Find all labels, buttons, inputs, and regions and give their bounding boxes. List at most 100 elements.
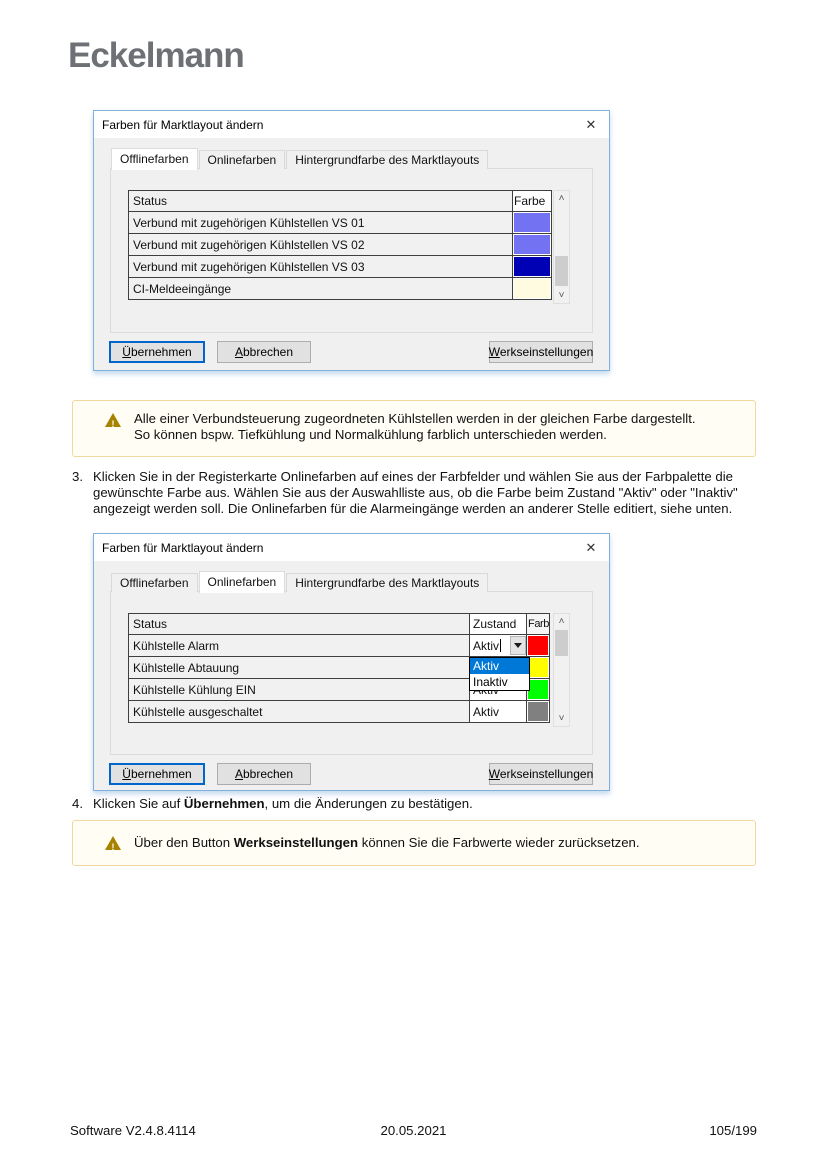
color-swatch[interactable]	[528, 636, 548, 655]
warning-text: Über den Button Werkseinstellungen könne…	[134, 835, 640, 851]
warning-text: Alle einer Verbundsteuerung zugeordneten…	[134, 411, 696, 442]
dialog-title: Farben für Marktlayout ändern	[102, 117, 264, 132]
tab-strip: Offlinefarben Onlinefarben Hintergrundfa…	[111, 571, 489, 593]
step-4: 4. Klicken Sie auf Übernehmen, um die Än…	[72, 796, 764, 812]
color-cell[interactable]	[512, 233, 552, 256]
scroll-up-icon[interactable]: ˄	[558, 615, 565, 627]
warning-note-1: ! Alle einer Verbundsteuerung zugeordnet…	[72, 400, 756, 457]
status-cell[interactable]: Kühlstelle ausgeschaltet	[128, 700, 470, 723]
scroll-up-icon[interactable]: ˄	[558, 192, 565, 204]
color-swatch[interactable]	[528, 658, 548, 677]
status-cell[interactable]: Verbund mit zugehörigen Kühlstellen VS 0…	[128, 255, 513, 278]
step-text: Klicken Sie in der Registerkarte Onlinef…	[93, 469, 738, 516]
eckelmann-logo: Eckelmann	[68, 36, 245, 75]
tab-onlinefarben[interactable]: Onlinefarben	[198, 571, 286, 593]
page-footer: Software V2.4.8.4114 20.05.2021 105/199	[70, 1123, 757, 1138]
column-header-zustand[interactable]: Zustand	[469, 613, 527, 635]
tab-offlinefarben[interactable]: Offlinefarben	[111, 573, 198, 592]
footer-date: 20.05.2021	[380, 1123, 447, 1138]
abbrechen-button[interactable]: Abbrechen	[217, 763, 311, 785]
warning-note-2: ! Über den Button Werkseinstellungen kön…	[72, 820, 756, 866]
online-color-table: Status Zustand Farbe Kühlstelle Alarm Ak…	[128, 613, 570, 727]
status-cell[interactable]: Verbund mit zugehörigen Kühlstellen VS 0…	[128, 233, 513, 256]
footer-page-number: 105/199	[709, 1123, 757, 1138]
offline-color-table: Status Farbe Verbund mit zugehörigen Küh…	[128, 190, 570, 304]
scrollbar[interactable]: ˄ ˅	[553, 190, 570, 304]
dialog-onlinefarben: Farben für Marktlayout ändern ✕ Offlinef…	[93, 533, 610, 791]
scrollbar[interactable]: ˄ ˅	[553, 613, 570, 727]
color-cell[interactable]	[512, 255, 552, 278]
text-caret	[500, 639, 502, 652]
scrollbar-thumb[interactable]	[555, 630, 568, 656]
color-swatch[interactable]	[514, 213, 550, 232]
tab-panel-onlinefarben: Status Zustand Farbe Kühlstelle Alarm Ak…	[110, 591, 593, 755]
tab-strip: Offlinefarben Onlinefarben Hintergrundfa…	[111, 148, 489, 170]
table-row: Verbund mit zugehörigen Kühlstellen VS 0…	[128, 233, 553, 256]
color-swatch[interactable]	[514, 257, 550, 276]
table-row: Verbund mit zugehörigen Kühlstellen VS 0…	[128, 211, 553, 234]
step-number: 3.	[72, 469, 83, 484]
werkseinstellungen-button[interactable]: Werkseinstellungen	[489, 763, 593, 785]
step-text: Klicken Sie auf Übernehmen, um die Änder…	[93, 796, 473, 811]
zustand-dropdown-list: Aktiv Inaktiv	[469, 657, 530, 691]
column-header-status[interactable]: Status	[128, 613, 470, 635]
tab-hintergrundfarbe[interactable]: Hintergrundfarbe des Marktlayouts	[286, 573, 489, 592]
zustand-cell[interactable]: Aktiv	[469, 700, 527, 723]
color-swatch[interactable]	[528, 680, 548, 699]
status-cell[interactable]: CI-Meldeeingänge	[128, 277, 513, 300]
color-swatch[interactable]	[514, 279, 550, 298]
dropdown-option-inaktiv[interactable]: Inaktiv	[473, 675, 508, 689]
column-header-status[interactable]: Status	[128, 190, 513, 212]
abbrechen-button[interactable]: Abbrechen	[217, 341, 311, 363]
status-cell[interactable]: Kühlstelle Abtauung	[128, 656, 470, 679]
table-row: Kühlstelle ausgeschaltet Aktiv	[128, 700, 553, 723]
color-cell[interactable]	[512, 277, 552, 300]
close-icon[interactable]: ✕	[585, 116, 597, 132]
table-header-row: Status Farbe	[128, 190, 553, 212]
scroll-down-icon[interactable]: ˅	[558, 289, 565, 301]
color-swatch[interactable]	[514, 235, 550, 254]
table-row: Verbund mit zugehörigen Kühlstellen VS 0…	[128, 255, 553, 278]
uebernehmen-button[interactable]: Übernehmen	[109, 341, 205, 363]
dropdown-arrow-icon	[514, 643, 522, 648]
table-header-row: Status Zustand Farbe	[128, 613, 553, 635]
step-number: 4.	[72, 796, 83, 811]
dialog-offlinefarben: Farben für Marktlayout ändern ✕ Offlinef…	[93, 110, 610, 371]
scrollbar-track[interactable]	[554, 629, 569, 711]
scrollbar-track[interactable]	[554, 206, 569, 288]
combobox-value: Aktiv	[473, 638, 500, 653]
column-header-farbe[interactable]: Farbe	[512, 190, 552, 212]
status-cell[interactable]: Kühlstelle Alarm	[128, 634, 470, 657]
werkseinstellungen-button[interactable]: Werkseinstellungen	[489, 341, 593, 363]
color-swatch[interactable]	[528, 702, 548, 721]
footer-software-version: Software V2.4.8.4114	[70, 1123, 196, 1138]
color-cell[interactable]	[512, 211, 552, 234]
warning-icon: !	[105, 836, 121, 852]
zustand-combobox[interactable]: Aktiv	[469, 634, 527, 657]
status-cell[interactable]: Verbund mit zugehörigen Kühlstellen VS 0…	[128, 211, 513, 234]
table-rows: Status Farbe Verbund mit zugehörigen Küh…	[128, 190, 553, 300]
close-icon[interactable]: ✕	[585, 539, 597, 555]
uebernehmen-button[interactable]: Übernehmen	[109, 763, 205, 785]
tab-onlinefarben[interactable]: Onlinefarben	[198, 150, 286, 169]
tab-panel-offlinefarben: Status Farbe Verbund mit zugehörigen Küh…	[110, 168, 593, 333]
dialog-titlebar[interactable]: Farben für Marktlayout ändern ✕	[94, 111, 609, 138]
dialog-titlebar[interactable]: Farben für Marktlayout ändern ✕	[94, 534, 609, 561]
color-cell[interactable]	[526, 700, 550, 723]
tab-offlinefarben[interactable]: Offlinefarben	[111, 148, 198, 170]
tab-hintergrundfarbe[interactable]: Hintergrundfarbe des Marktlayouts	[286, 150, 489, 169]
color-cell[interactable]	[526, 656, 550, 679]
color-cell[interactable]	[526, 634, 550, 657]
status-cell[interactable]: Kühlstelle Kühlung EIN	[128, 678, 470, 701]
column-header-farbe[interactable]: Farbe	[526, 613, 550, 635]
scroll-down-icon[interactable]: ˅	[558, 712, 565, 724]
scrollbar-thumb[interactable]	[555, 256, 568, 286]
step-3: 3. Klicken Sie in der Registerkarte Onli…	[72, 469, 764, 517]
table-row: Kühlstelle Alarm Aktiv	[128, 634, 553, 657]
dropdown-option-aktiv[interactable]: Aktiv	[470, 658, 529, 674]
dialog-button-row: Übernehmen Abbrechen Werkseinstellungen	[94, 763, 609, 785]
table-row: CI-Meldeeingänge	[128, 277, 553, 300]
warning-icon: !	[105, 413, 121, 429]
dropdown-button[interactable]	[510, 636, 526, 655]
